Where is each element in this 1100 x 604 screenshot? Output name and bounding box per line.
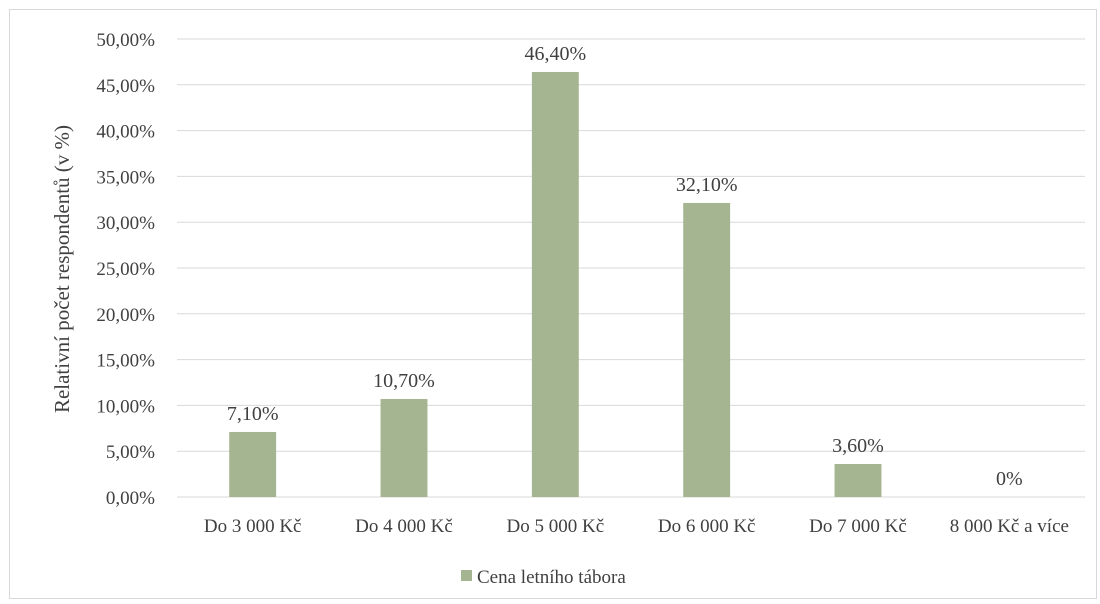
y-tick-labels: 0,00% 5,00% 10,00% 15,00% 20,00% 25,00% 30,00%… bbox=[96, 30, 155, 509]
y-tick-label: 40,00% bbox=[96, 122, 155, 143]
y-tick-label: 15,00% bbox=[96, 351, 155, 372]
y-tick-label: 30,00% bbox=[96, 213, 155, 234]
y-axis-title: Relativní počet respondentů (v %) bbox=[50, 125, 74, 413]
gridlines bbox=[177, 38, 1085, 498]
category-label: Do 6 000 Kč bbox=[658, 516, 756, 537]
bar bbox=[229, 431, 277, 497]
category-label: Do 4 000 Kč bbox=[355, 516, 453, 537]
y-tick-label: 35,00% bbox=[96, 167, 155, 188]
bar bbox=[380, 398, 428, 497]
legend-swatch bbox=[461, 570, 472, 581]
y-tick-label: 10,00% bbox=[96, 396, 155, 417]
bars bbox=[229, 71, 882, 498]
y-tick-label: 5,00% bbox=[106, 442, 155, 463]
y-tick-label: 25,00% bbox=[96, 259, 155, 280]
data-labels: 7,10% 10,70% 46,40% 32,10% 3,60% 0% bbox=[227, 43, 1023, 490]
data-label: 3,60% bbox=[832, 435, 884, 457]
bar bbox=[531, 71, 579, 497]
bar bbox=[834, 464, 882, 497]
category-labels: Do 3 000 Kč Do 4 000 Kč Do 5 000 Kč Do 6 00… bbox=[204, 516, 1069, 537]
data-label: 0% bbox=[996, 468, 1023, 490]
legend: Cena letního tábora bbox=[461, 567, 626, 588]
y-tick-label: 45,00% bbox=[96, 76, 155, 97]
category-label: Do 3 000 Kč bbox=[204, 516, 302, 537]
y-tick-label: 0,00% bbox=[106, 488, 155, 509]
legend-label: Cena letního tábora bbox=[477, 567, 626, 588]
y-tick-label: 20,00% bbox=[96, 305, 155, 326]
data-label: 32,10% bbox=[676, 174, 738, 196]
bar bbox=[683, 202, 731, 498]
category-label: Do 7 000 Kč bbox=[809, 516, 907, 537]
y-tick-label: 50,00% bbox=[96, 30, 155, 51]
category-label: Do 5 000 Kč bbox=[507, 516, 605, 537]
data-label: 46,40% bbox=[524, 43, 586, 65]
data-label: 10,70% bbox=[373, 370, 435, 392]
category-label: 8 000 Kč a více bbox=[950, 516, 1069, 537]
data-label: 7,10% bbox=[227, 403, 279, 425]
